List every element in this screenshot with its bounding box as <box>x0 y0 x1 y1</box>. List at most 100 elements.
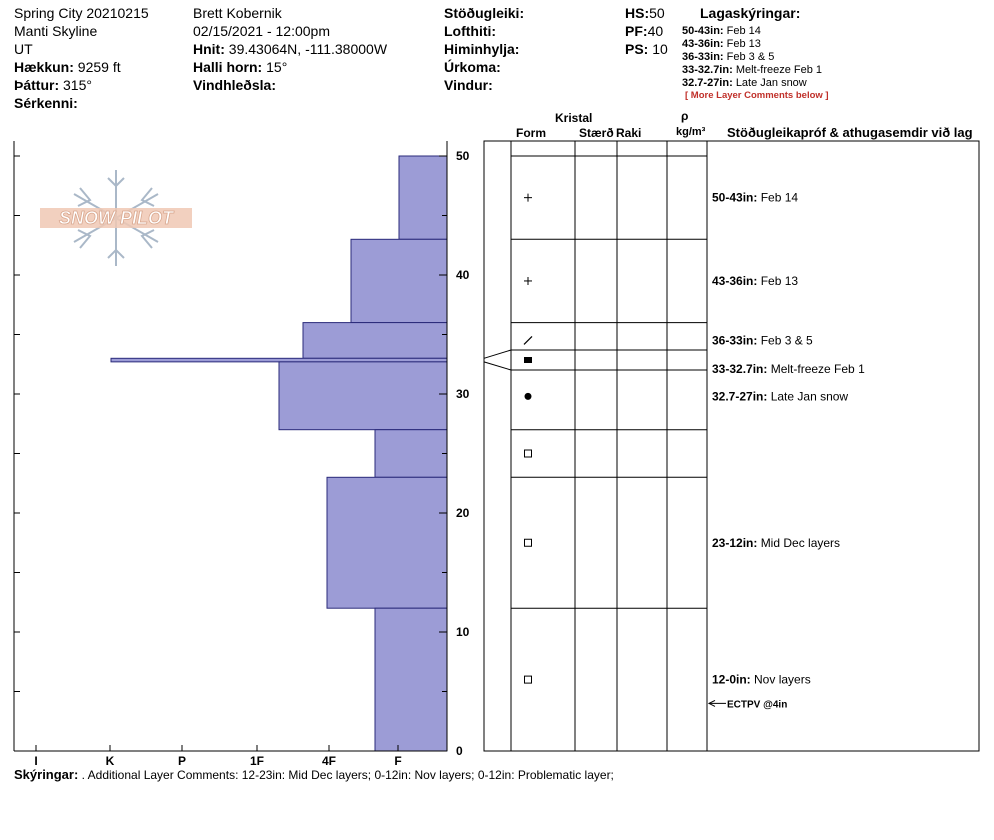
layer-comment-text: Nov layers <box>754 673 811 687</box>
observation-datetime: 02/15/2021 - 12:00pm <box>193 23 330 39</box>
layer-comment: 36-33in: Feb 3 & 5 <box>712 333 813 347</box>
crystal-form-bar <box>524 357 532 363</box>
slope-label: Halli horn: <box>193 59 263 75</box>
stability-tests-header: Stöðugleikapróf & athugasemdir við lag <box>727 125 973 140</box>
x-tick-label: 1F <box>250 754 264 768</box>
chart-frame <box>13 141 448 752</box>
y-tick-label: 50 <box>456 149 470 163</box>
more-layer-comments-link[interactable]: [ More Layer Comments below ] <box>685 90 829 101</box>
layer-comment-text: Feb 3 & 5 <box>761 333 813 347</box>
observer-name: Brett Kobernik <box>193 5 282 21</box>
layer-note-range: 32.7-27in: <box>682 77 733 89</box>
layer-note-text: Feb 14 <box>726 25 761 37</box>
aspect-value: 315° <box>63 77 92 93</box>
layer-note-text: Feb 13 <box>726 38 761 50</box>
layer-note: 43-36in: Feb 13 <box>682 38 761 50</box>
crystal-table <box>483 140 980 752</box>
x-tick-label: P <box>178 754 186 768</box>
layer-comment-text: Mid Dec layers <box>761 536 840 550</box>
layer-note-range: 33-32.7in: <box>682 64 733 76</box>
layer-note: 32.7-27in: Late Jan snow <box>682 77 807 89</box>
layer-comment: 12-0in: Nov layers <box>712 673 811 687</box>
stability-test-arrowhead <box>707 699 716 707</box>
crystal-form-dot <box>524 392 532 400</box>
hardness-bar <box>326 476 448 609</box>
size-header: Stærð <box>579 126 614 140</box>
hardness-bar <box>350 238 448 324</box>
layer-note-text: Melt-freeze Feb 1 <box>735 64 823 76</box>
stability-label: Stöðugleiki: <box>444 5 525 21</box>
layer-comment-range: 43-36in: <box>712 274 761 288</box>
aspect-label: Þáttur: <box>14 77 60 93</box>
hs-row: HS:50 <box>625 5 665 21</box>
sky-label: Himinhylja: <box>444 41 520 57</box>
depth-axis: 0 10 20 30 40 50 <box>14 149 470 758</box>
hardness-bar <box>374 607 448 752</box>
comments-label: Skýringar: <box>14 767 79 782</box>
y-tick-label: 0 <box>456 744 463 758</box>
table-outline <box>483 140 980 752</box>
layer-note-text: Feb 3 & 5 <box>726 51 775 63</box>
crystal-forms <box>523 193 533 684</box>
layer-note: 33-32.7in: Melt-freeze Feb 1 <box>682 64 822 76</box>
wind-label: Vindur: <box>444 77 493 93</box>
x-tick-label: K <box>106 754 115 768</box>
coordinates-value: 39.43064N, -111.38000W <box>228 41 388 57</box>
rho-header: ρ <box>681 109 689 123</box>
hardness-bar <box>374 429 448 478</box>
y-tick-label: 10 <box>456 625 470 639</box>
precip-label: Úrkoma: <box>444 59 501 75</box>
layer-comment: 43-36in: Feb 13 <box>712 274 798 288</box>
x-tick-label: 4F <box>322 754 336 768</box>
pf-value: 40 <box>647 23 664 39</box>
y-tick-label: 30 <box>456 387 470 401</box>
layer-comment-range: 50-43in: <box>712 191 761 205</box>
ps-label: PS: <box>625 41 649 57</box>
crystal-form-slash <box>523 336 533 345</box>
y-tick-label: 20 <box>456 506 470 520</box>
location-state: UT <box>14 41 33 57</box>
layer-note: 36-33in: Feb 3 & 5 <box>682 51 774 63</box>
thin-layer-connector <box>483 349 512 359</box>
elevation-value: 9259 ft <box>77 59 121 75</box>
slope-row: Halli horn: 15° <box>193 59 287 75</box>
moisture-header: Raki <box>616 126 642 140</box>
layer-note: 50-43in: Feb 14 <box>682 25 761 37</box>
features-label: Sérkenni: <box>14 95 78 111</box>
layer-note-range: 43-36in: <box>682 38 724 50</box>
y-tick-label: 40 <box>456 268 470 282</box>
layer-comment-range: 23-12in: <box>712 536 761 550</box>
snowpilot-logo: SNOW PILOT <box>40 170 192 266</box>
layer-comment-text: Feb 13 <box>761 274 799 288</box>
crystal-form-square <box>524 675 532 684</box>
elevation-label: Hækkun: <box>14 59 74 75</box>
layer-comment-range: 33-32.7in: <box>712 362 771 376</box>
layer-comment: 33-32.7in: Melt-freeze Feb 1 <box>712 362 865 376</box>
coordinates-label: Hnit: <box>193 41 225 57</box>
slope-value: 15° <box>266 59 288 75</box>
location-area: Manti Skyline <box>14 23 98 39</box>
hardness-bar <box>110 357 448 363</box>
comments-row: Skýringar: . Additional Layer Comments: … <box>14 767 614 783</box>
coordinates-row: Hnit: 39.43064N, -111.38000W <box>193 41 387 57</box>
ps-row: PS: 10 <box>625 41 668 57</box>
x-tick-label: F <box>394 754 401 768</box>
layer-comment-range: 36-33in: <box>712 333 761 347</box>
thin-layer-connector <box>483 361 512 371</box>
comments-text: . Additional Layer Comments: 12-23in: Mi… <box>81 768 614 782</box>
layer-comment: 50-43in: Feb 14 <box>712 191 798 205</box>
hardness-bars <box>110 155 448 752</box>
layer-comment-text: Melt-freeze Feb 1 <box>771 362 865 376</box>
layer-note-range: 36-33in: <box>682 51 724 63</box>
hardness-axis: I K P 1F 4F F <box>34 745 402 768</box>
crystal-form-square <box>524 449 532 458</box>
hardness-bar <box>278 361 448 431</box>
hardness-bar <box>302 322 448 359</box>
layer-notes-title: Lagaskýringar: <box>700 5 801 21</box>
air-temp-label: Lofthiti: <box>444 23 497 39</box>
elevation-row: Hækkun: 9259 ft <box>14 59 121 75</box>
stability-test-label: ECTPV @4in <box>727 699 787 710</box>
ps-value: 10 <box>652 41 668 57</box>
layer-comments: 50-43in: Feb 14 43-36in: Feb 13 36-33in: F… <box>707 191 865 710</box>
